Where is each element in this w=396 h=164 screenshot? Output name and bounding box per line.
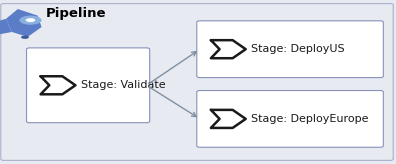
Polygon shape — [6, 9, 42, 37]
FancyBboxPatch shape — [197, 21, 383, 78]
FancyBboxPatch shape — [197, 91, 383, 147]
FancyBboxPatch shape — [27, 48, 150, 123]
FancyBboxPatch shape — [1, 4, 393, 160]
Circle shape — [19, 16, 42, 25]
Circle shape — [26, 18, 35, 22]
Text: Stage: DeployEurope: Stage: DeployEurope — [251, 114, 369, 124]
Text: Pipeline: Pipeline — [46, 7, 106, 20]
Text: Stage: DeployUS: Stage: DeployUS — [251, 44, 345, 54]
Circle shape — [21, 36, 29, 39]
Text: Stage: Validate: Stage: Validate — [81, 80, 166, 90]
Polygon shape — [0, 19, 12, 35]
